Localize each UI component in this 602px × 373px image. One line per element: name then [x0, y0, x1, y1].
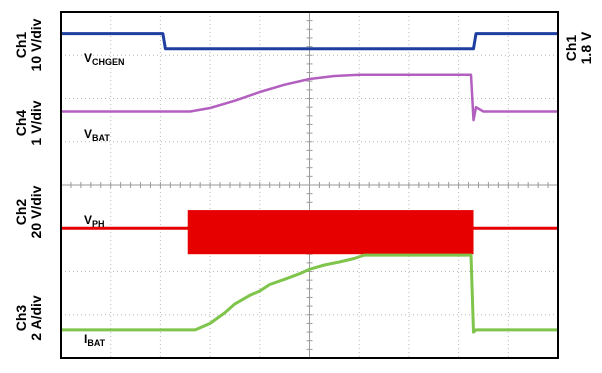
- trace-ibat: [61, 253, 558, 334]
- trace-label-vbat: VBAT: [84, 127, 110, 143]
- trace-vchgen: [61, 32, 558, 51]
- trace-vph-switching-band: [187, 210, 474, 255]
- oscilloscope-plot: VCHGEN VBAT VPH IBAT: [60, 11, 559, 359]
- trace-labels: VCHGEN VBAT VPH IBAT: [84, 51, 125, 348]
- trace-vbat: [61, 73, 558, 122]
- plot-frame: [60, 11, 559, 359]
- trace-label-vchgen: VCHGEN: [84, 51, 125, 67]
- traces: [61, 32, 558, 334]
- trace-label-vph: VPH: [84, 213, 105, 229]
- trace-label-ibat: IBAT: [84, 332, 106, 348]
